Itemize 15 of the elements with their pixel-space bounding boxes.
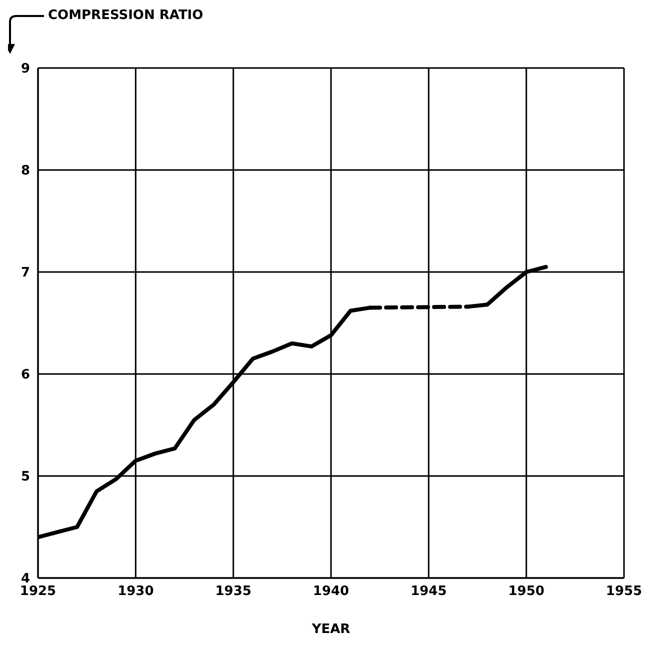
x-tick-label: 1925 [20,584,56,600]
x-tick-label: 1930 [118,584,154,600]
x-tick-label: 1935 [215,584,252,600]
y-axis-title: COMPRESSION RATIO [48,8,204,23]
x-axis-title: YEAR [310,622,350,637]
y-tick-label: 8 [20,164,30,179]
y-tick-label: 7 [20,266,30,281]
y-tick-label: 5 [20,470,30,485]
x-tick-label: 1955 [606,584,642,600]
x-tick-label: 1950 [508,584,544,600]
y-tick-label: 9 [20,62,30,77]
x-tick-label: 1945 [410,584,447,600]
x-tick-label: 1940 [312,584,350,600]
y-tick-label: 4 [20,572,30,587]
y-tick-label: 6 [20,368,30,383]
